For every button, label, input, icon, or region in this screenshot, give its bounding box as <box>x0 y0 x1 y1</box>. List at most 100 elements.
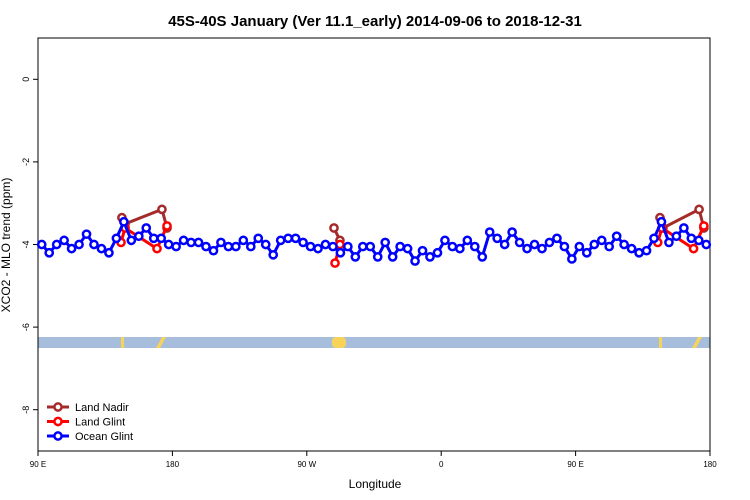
point <box>671 231 682 242</box>
point <box>581 247 592 258</box>
point <box>432 247 443 258</box>
point <box>223 241 234 252</box>
y-tick-label: 0 <box>21 77 31 82</box>
point <box>529 239 540 250</box>
land-mask-strip <box>38 337 710 348</box>
point <box>44 247 55 258</box>
point <box>440 235 450 246</box>
x-tick-label: 180 <box>166 460 180 469</box>
point <box>641 245 652 256</box>
point <box>365 241 376 252</box>
point <box>238 235 249 246</box>
point <box>380 237 391 248</box>
point <box>162 221 172 231</box>
point <box>522 243 532 254</box>
legend-marker <box>53 431 63 441</box>
point <box>514 237 525 248</box>
point <box>686 233 697 244</box>
point <box>283 233 293 244</box>
point <box>260 239 271 250</box>
legend-label: Land Nadir <box>75 402 129 414</box>
x-tick-label: 0 <box>439 460 444 469</box>
point <box>410 256 420 266</box>
legend-marker <box>53 402 63 412</box>
point <box>208 245 219 256</box>
y-tick-label: -8 <box>21 406 31 414</box>
point <box>425 252 435 262</box>
point <box>559 241 570 252</box>
y-tick-label: -2 <box>21 158 31 166</box>
point <box>178 235 189 246</box>
point <box>649 233 659 244</box>
point <box>372 252 383 262</box>
point <box>74 239 84 250</box>
point <box>499 239 510 250</box>
point <box>51 239 62 250</box>
point <box>298 237 308 248</box>
point <box>619 239 629 250</box>
point <box>59 235 69 246</box>
point <box>111 233 122 244</box>
point <box>634 247 644 258</box>
point <box>81 229 92 240</box>
point <box>156 233 167 244</box>
point <box>656 216 667 227</box>
legend: Land Nadir Land Glint Ocean Glint <box>47 402 133 443</box>
point <box>492 233 503 244</box>
point <box>104 247 114 258</box>
point <box>507 227 517 237</box>
point <box>387 252 398 262</box>
point <box>193 237 204 248</box>
point <box>231 241 241 252</box>
legend-label: Land Glint <box>75 417 125 429</box>
point <box>66 243 77 254</box>
point <box>693 235 704 246</box>
point <box>119 216 129 227</box>
point <box>477 252 488 262</box>
point <box>484 227 495 237</box>
point <box>469 241 480 252</box>
point <box>275 235 286 246</box>
point <box>679 223 689 233</box>
point <box>330 258 340 268</box>
point <box>96 243 107 254</box>
point <box>335 247 346 258</box>
x-tick-label: 90 W <box>297 460 316 469</box>
point <box>343 241 353 252</box>
point <box>402 243 413 254</box>
point <box>694 204 704 215</box>
point <box>357 241 368 252</box>
point <box>589 239 600 250</box>
point <box>216 237 226 248</box>
point <box>320 239 331 250</box>
x-tick-label: 180 <box>703 460 717 469</box>
point <box>245 241 256 252</box>
point <box>157 204 167 215</box>
legend-marker <box>53 416 63 427</box>
x-tick-label: 90 E <box>567 460 583 469</box>
point <box>329 223 339 233</box>
point <box>148 233 159 244</box>
point <box>611 231 622 242</box>
point <box>152 243 162 254</box>
x-tick-label: 90 E <box>30 460 46 469</box>
land-strip <box>692 337 702 348</box>
x-axis-label: Longitude <box>349 477 402 491</box>
point <box>604 241 615 252</box>
point <box>574 241 585 252</box>
point <box>447 241 458 252</box>
point <box>305 241 316 252</box>
point <box>89 239 99 250</box>
land-strip <box>156 337 166 348</box>
point <box>567 254 577 264</box>
point <box>596 235 607 246</box>
point <box>126 235 137 246</box>
point <box>201 241 211 252</box>
y-axis-label: XCO2 - MLO trend (ppm) <box>0 178 13 313</box>
land-strip <box>332 337 346 348</box>
chart-title: 45S-40S January (Ver 11.1_early) 2014-09… <box>168 13 582 30</box>
point <box>163 239 174 250</box>
point <box>186 237 196 248</box>
point <box>664 237 674 248</box>
